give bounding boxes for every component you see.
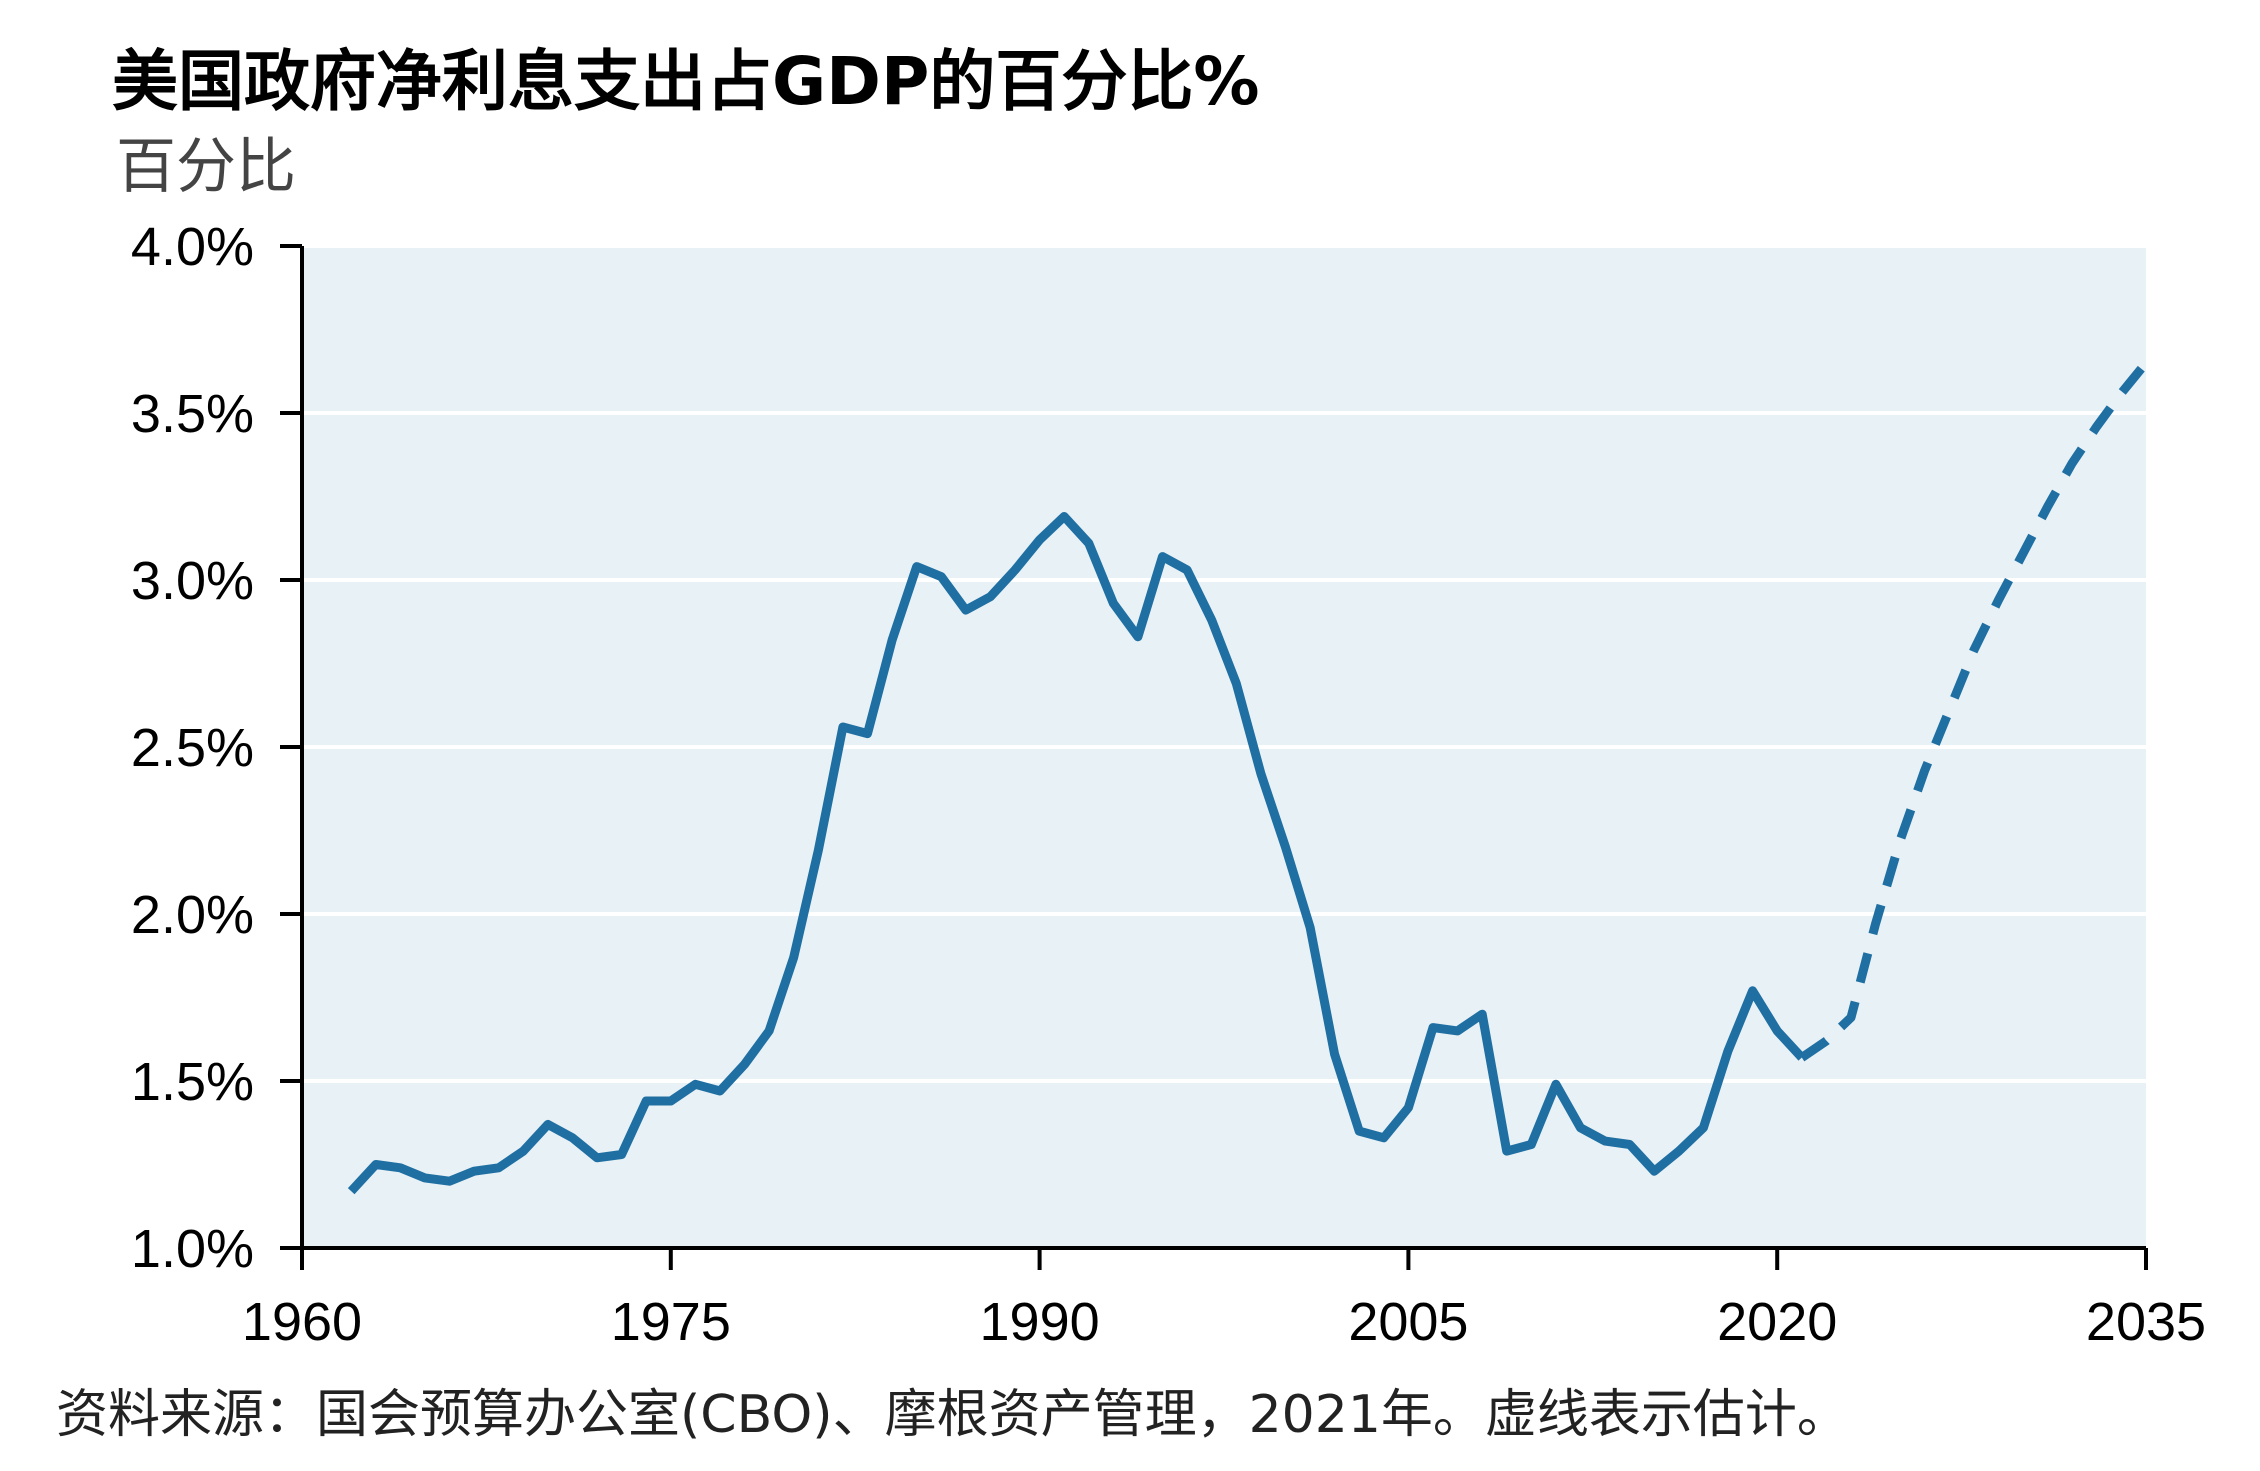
x-tick-label: 1975 bbox=[611, 1292, 731, 1352]
grid-lines bbox=[302, 244, 2146, 1083]
y-tick-label: 2.5% bbox=[131, 718, 254, 778]
y-tick-label: 2.0% bbox=[131, 885, 254, 945]
x-tick-label: 1990 bbox=[980, 1292, 1100, 1352]
x-axis-ticks: 1960 1975 1990 2005 2020 2035 bbox=[242, 1248, 2206, 1352]
y-axis-ticks: 4.0% 3.5% 3.0% 2.5% 2.0% 1.5% 1.0% bbox=[131, 217, 302, 1279]
y-tick-label: 1.5% bbox=[131, 1052, 254, 1112]
x-tick-label: 2035 bbox=[2086, 1292, 2206, 1352]
y-tick-label: 4.0% bbox=[131, 217, 254, 277]
series-line-actual bbox=[347, 512, 1806, 1195]
series-layer bbox=[347, 360, 2150, 1195]
y-tick-label: 3.5% bbox=[131, 384, 254, 444]
x-tick-label: 2020 bbox=[1717, 1292, 1837, 1352]
chart-title: 美国政府净利息支出占GDP的百分比% bbox=[112, 43, 1260, 120]
series-line-estimate bbox=[1799, 360, 2150, 1062]
x-tick-label: 2005 bbox=[1348, 1292, 1468, 1352]
x-tick-label: 1960 bbox=[242, 1292, 362, 1352]
source-note: 资料来源：国会预算办公室(CBO)、摩根资产管理，2021年。虚线表示估计。 bbox=[56, 1385, 1849, 1445]
y-tick-label: 1.0% bbox=[131, 1219, 254, 1279]
y-tick-label: 3.0% bbox=[131, 551, 254, 611]
chart-subtitle: 百分比 bbox=[116, 132, 296, 202]
